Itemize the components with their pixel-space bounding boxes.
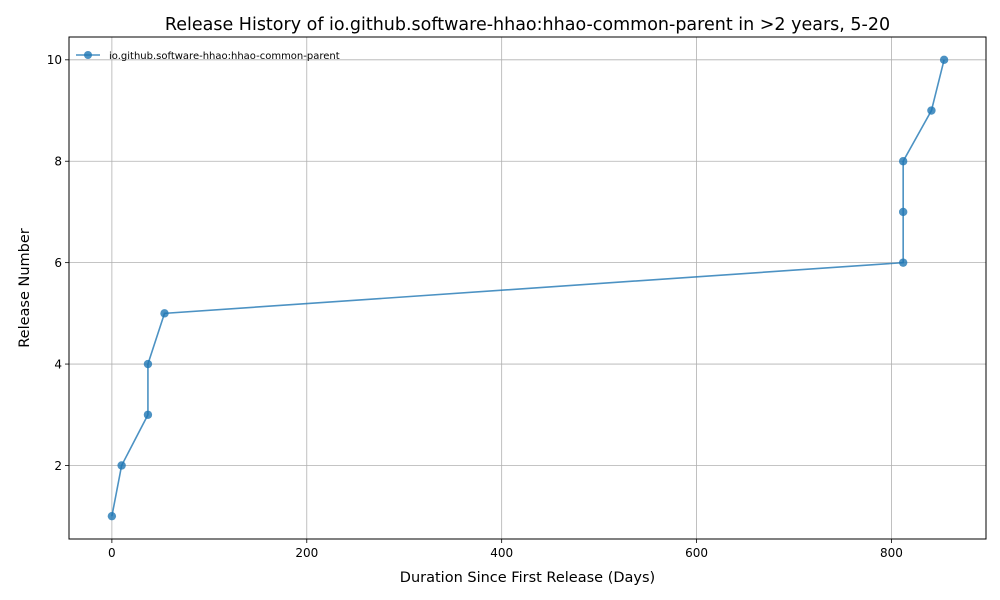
y-tick-label: 8 xyxy=(54,155,62,169)
data-point xyxy=(117,461,126,470)
y-axis-title: Release Number xyxy=(17,228,33,348)
data-point xyxy=(898,207,908,217)
y-tick-label: 10 xyxy=(47,53,62,67)
data-point xyxy=(927,106,936,115)
data-point xyxy=(143,410,153,419)
chart-title: Release History of io.github.software-hh… xyxy=(165,15,890,35)
data-point xyxy=(939,55,949,65)
y-tick-label: 4 xyxy=(54,357,62,371)
axis-ticks: 0 200 400 600 800 2 4 6 8 10 xyxy=(47,53,903,560)
data-point xyxy=(898,157,908,166)
x-tick-label: 400 xyxy=(490,546,513,560)
data-point xyxy=(143,359,153,369)
y-tick-label: 2 xyxy=(54,459,62,473)
x-tick-label: 600 xyxy=(685,546,708,560)
series-layer xyxy=(107,55,949,521)
grid-lines xyxy=(69,37,986,539)
legend-label: io.github.software-hhao:hhao-common-pare… xyxy=(109,51,340,62)
series-line xyxy=(111,59,945,517)
data-point xyxy=(898,258,908,267)
y-tick-label: 6 xyxy=(54,256,62,270)
data-point xyxy=(107,511,117,521)
data-point xyxy=(160,309,169,318)
plot-frame xyxy=(68,36,987,540)
legend-marker-swatch xyxy=(84,51,92,59)
x-tick-label: 0 xyxy=(108,546,116,560)
legend: io.github.software-hhao:hhao-common-pare… xyxy=(76,51,340,62)
x-axis-title: Duration Since First Release (Days) xyxy=(400,570,655,586)
x-tick-label: 800 xyxy=(880,546,903,560)
x-tick-label: 200 xyxy=(295,546,318,560)
